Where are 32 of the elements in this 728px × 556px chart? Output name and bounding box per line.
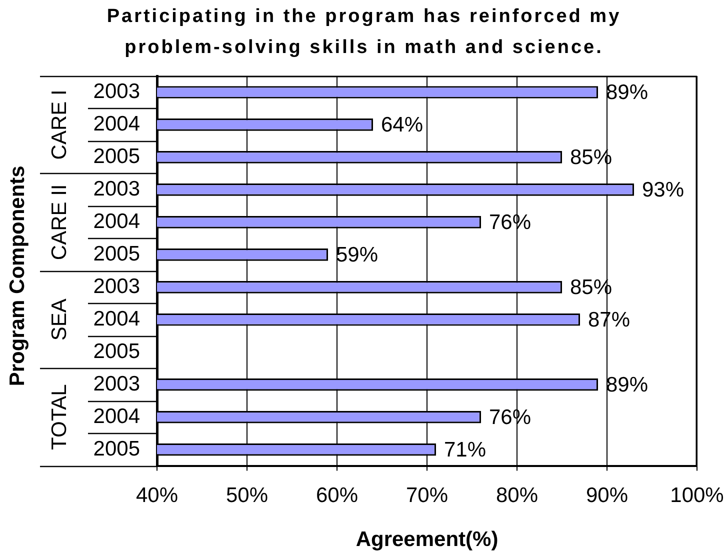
x-tick-label: 60% bbox=[316, 484, 358, 508]
data-label: 71% bbox=[444, 438, 486, 462]
y-tick-label: 2003 bbox=[93, 177, 140, 200]
y-tick-label: 2005 bbox=[93, 145, 140, 168]
y-tick-label: 2003 bbox=[93, 80, 140, 104]
data-label: 59% bbox=[336, 243, 378, 266]
x-tick-label: 90% bbox=[586, 484, 628, 508]
x-tick-label: 40% bbox=[136, 484, 178, 508]
chart-title: Participating in the program has reinforced my problem-solving skills in math and science. bbox=[106, 5, 622, 60]
text: TOTAL bbox=[48, 384, 71, 450]
data-label: 93% bbox=[642, 178, 684, 202]
text: CARE II bbox=[48, 184, 71, 260]
x-tick-label: 80% bbox=[496, 484, 538, 508]
y-tick-label: 2005 bbox=[93, 437, 140, 460]
x-tick-label: 50% bbox=[226, 484, 268, 508]
data-label: 89% bbox=[606, 81, 648, 104]
y-tick-label: 2005 bbox=[93, 242, 140, 266]
y-tick-label: 2004 bbox=[93, 404, 140, 428]
x-axis-title: Agreement(%) bbox=[356, 528, 498, 551]
y-tick-label: 2003 bbox=[93, 372, 140, 396]
y-tick-label: 2004 bbox=[93, 210, 140, 233]
x-tick-label: 70% bbox=[406, 484, 448, 508]
y-tick-label: 2003 bbox=[93, 274, 140, 298]
x-tick-label: 100% bbox=[670, 484, 724, 508]
data-label: 64% bbox=[381, 114, 424, 137]
y-tick-label: 2004 bbox=[93, 307, 140, 330]
y-axis-title: Program Components bbox=[6, 166, 29, 386]
text: SEA bbox=[48, 298, 71, 341]
y-tick-label: 2005 bbox=[93, 340, 140, 363]
y-tick-label: 2004 bbox=[93, 112, 140, 136]
data-label: 89% bbox=[606, 373, 648, 396]
text: CARE I bbox=[48, 90, 71, 160]
